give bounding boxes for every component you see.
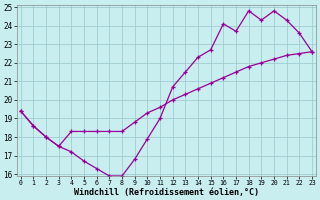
X-axis label: Windchill (Refroidissement éolien,°C): Windchill (Refroidissement éolien,°C) (74, 188, 259, 197)
